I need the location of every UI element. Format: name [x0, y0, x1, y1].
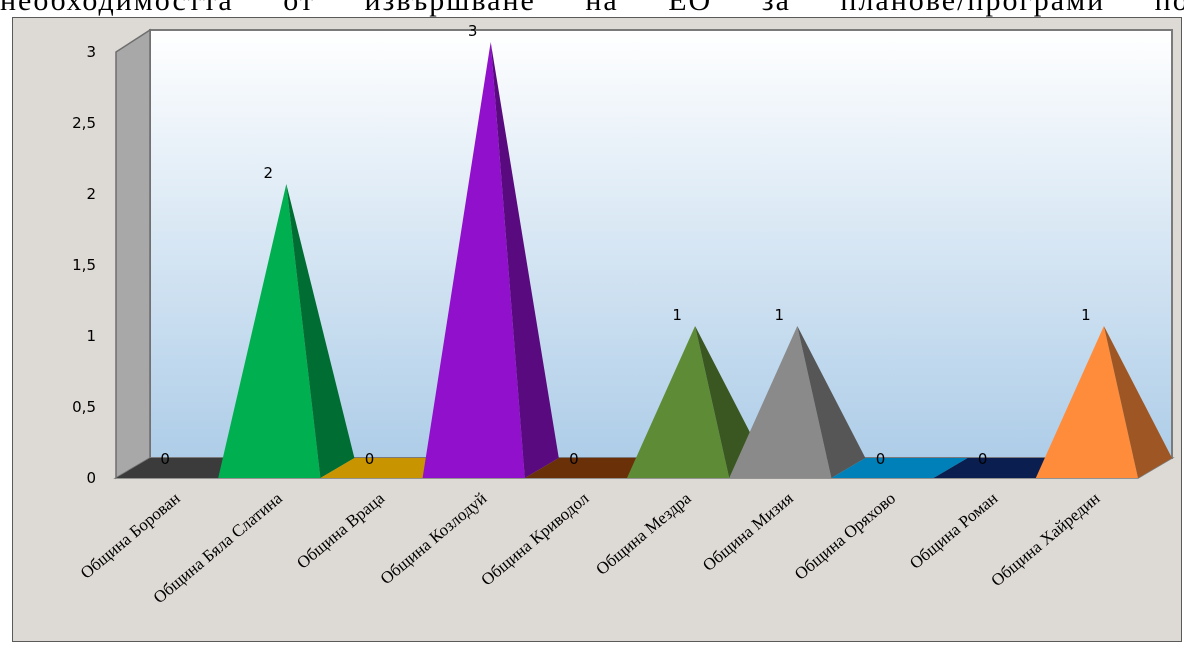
pyramid-bar-front — [729, 326, 832, 478]
pyramid-bar-side — [695, 326, 764, 478]
y-tick-label: 1 — [86, 327, 96, 345]
chart-side-wall — [115, 28, 151, 480]
data-label: 0 — [365, 450, 375, 468]
category-label: Община Мизия — [699, 488, 797, 575]
pyramid-bar-front — [627, 326, 730, 478]
zero-bar-slab — [320, 458, 457, 478]
data-label: 3 — [468, 22, 478, 40]
pyramid-bar-side — [1103, 326, 1172, 478]
category-label: Община Оряхово — [791, 489, 899, 584]
y-tick-label: 1,5 — [72, 256, 96, 274]
pyramid-bar-side — [490, 42, 559, 478]
cropped-document-text: необходимостта от извършване на ЕО за пл… — [0, 0, 1184, 17]
category-label: Община Роман — [906, 489, 1001, 573]
data-label: 1 — [672, 306, 682, 324]
category-label: Община Козлодуй — [377, 489, 491, 589]
y-tick-label: 0,5 — [72, 398, 96, 416]
y-tick-label: 2,5 — [72, 114, 96, 132]
pyramid-bar-side — [286, 184, 355, 478]
pyramid-bar-side — [797, 326, 866, 478]
category-label: Община Мездра — [592, 488, 695, 579]
data-label: 1 — [1081, 306, 1091, 324]
category-label: Община Враца — [293, 488, 388, 572]
category-label: Община Борован — [77, 489, 184, 583]
zero-bar-slab — [524, 458, 661, 478]
zero-bar-slab — [116, 458, 253, 478]
pyramid-bar-front — [1035, 326, 1138, 478]
data-label: 0 — [160, 450, 170, 468]
y-tick-label: 3 — [86, 43, 96, 61]
data-label: 0 — [569, 450, 579, 468]
data-label: 0 — [876, 450, 886, 468]
y-tick-label: 2 — [86, 185, 96, 203]
data-label: 2 — [264, 164, 274, 182]
pyramid-bar-front — [218, 184, 321, 478]
data-label: 1 — [775, 306, 785, 324]
data-label: 0 — [978, 450, 988, 468]
zero-bar-slab — [831, 458, 968, 478]
zero-bar-slab — [933, 458, 1070, 478]
pyramid-bar-front — [422, 42, 525, 478]
category-label: Община Криводол — [477, 488, 592, 589]
y-tick-label: 0 — [86, 469, 96, 487]
category-label: Община Хайредин — [987, 489, 1103, 591]
